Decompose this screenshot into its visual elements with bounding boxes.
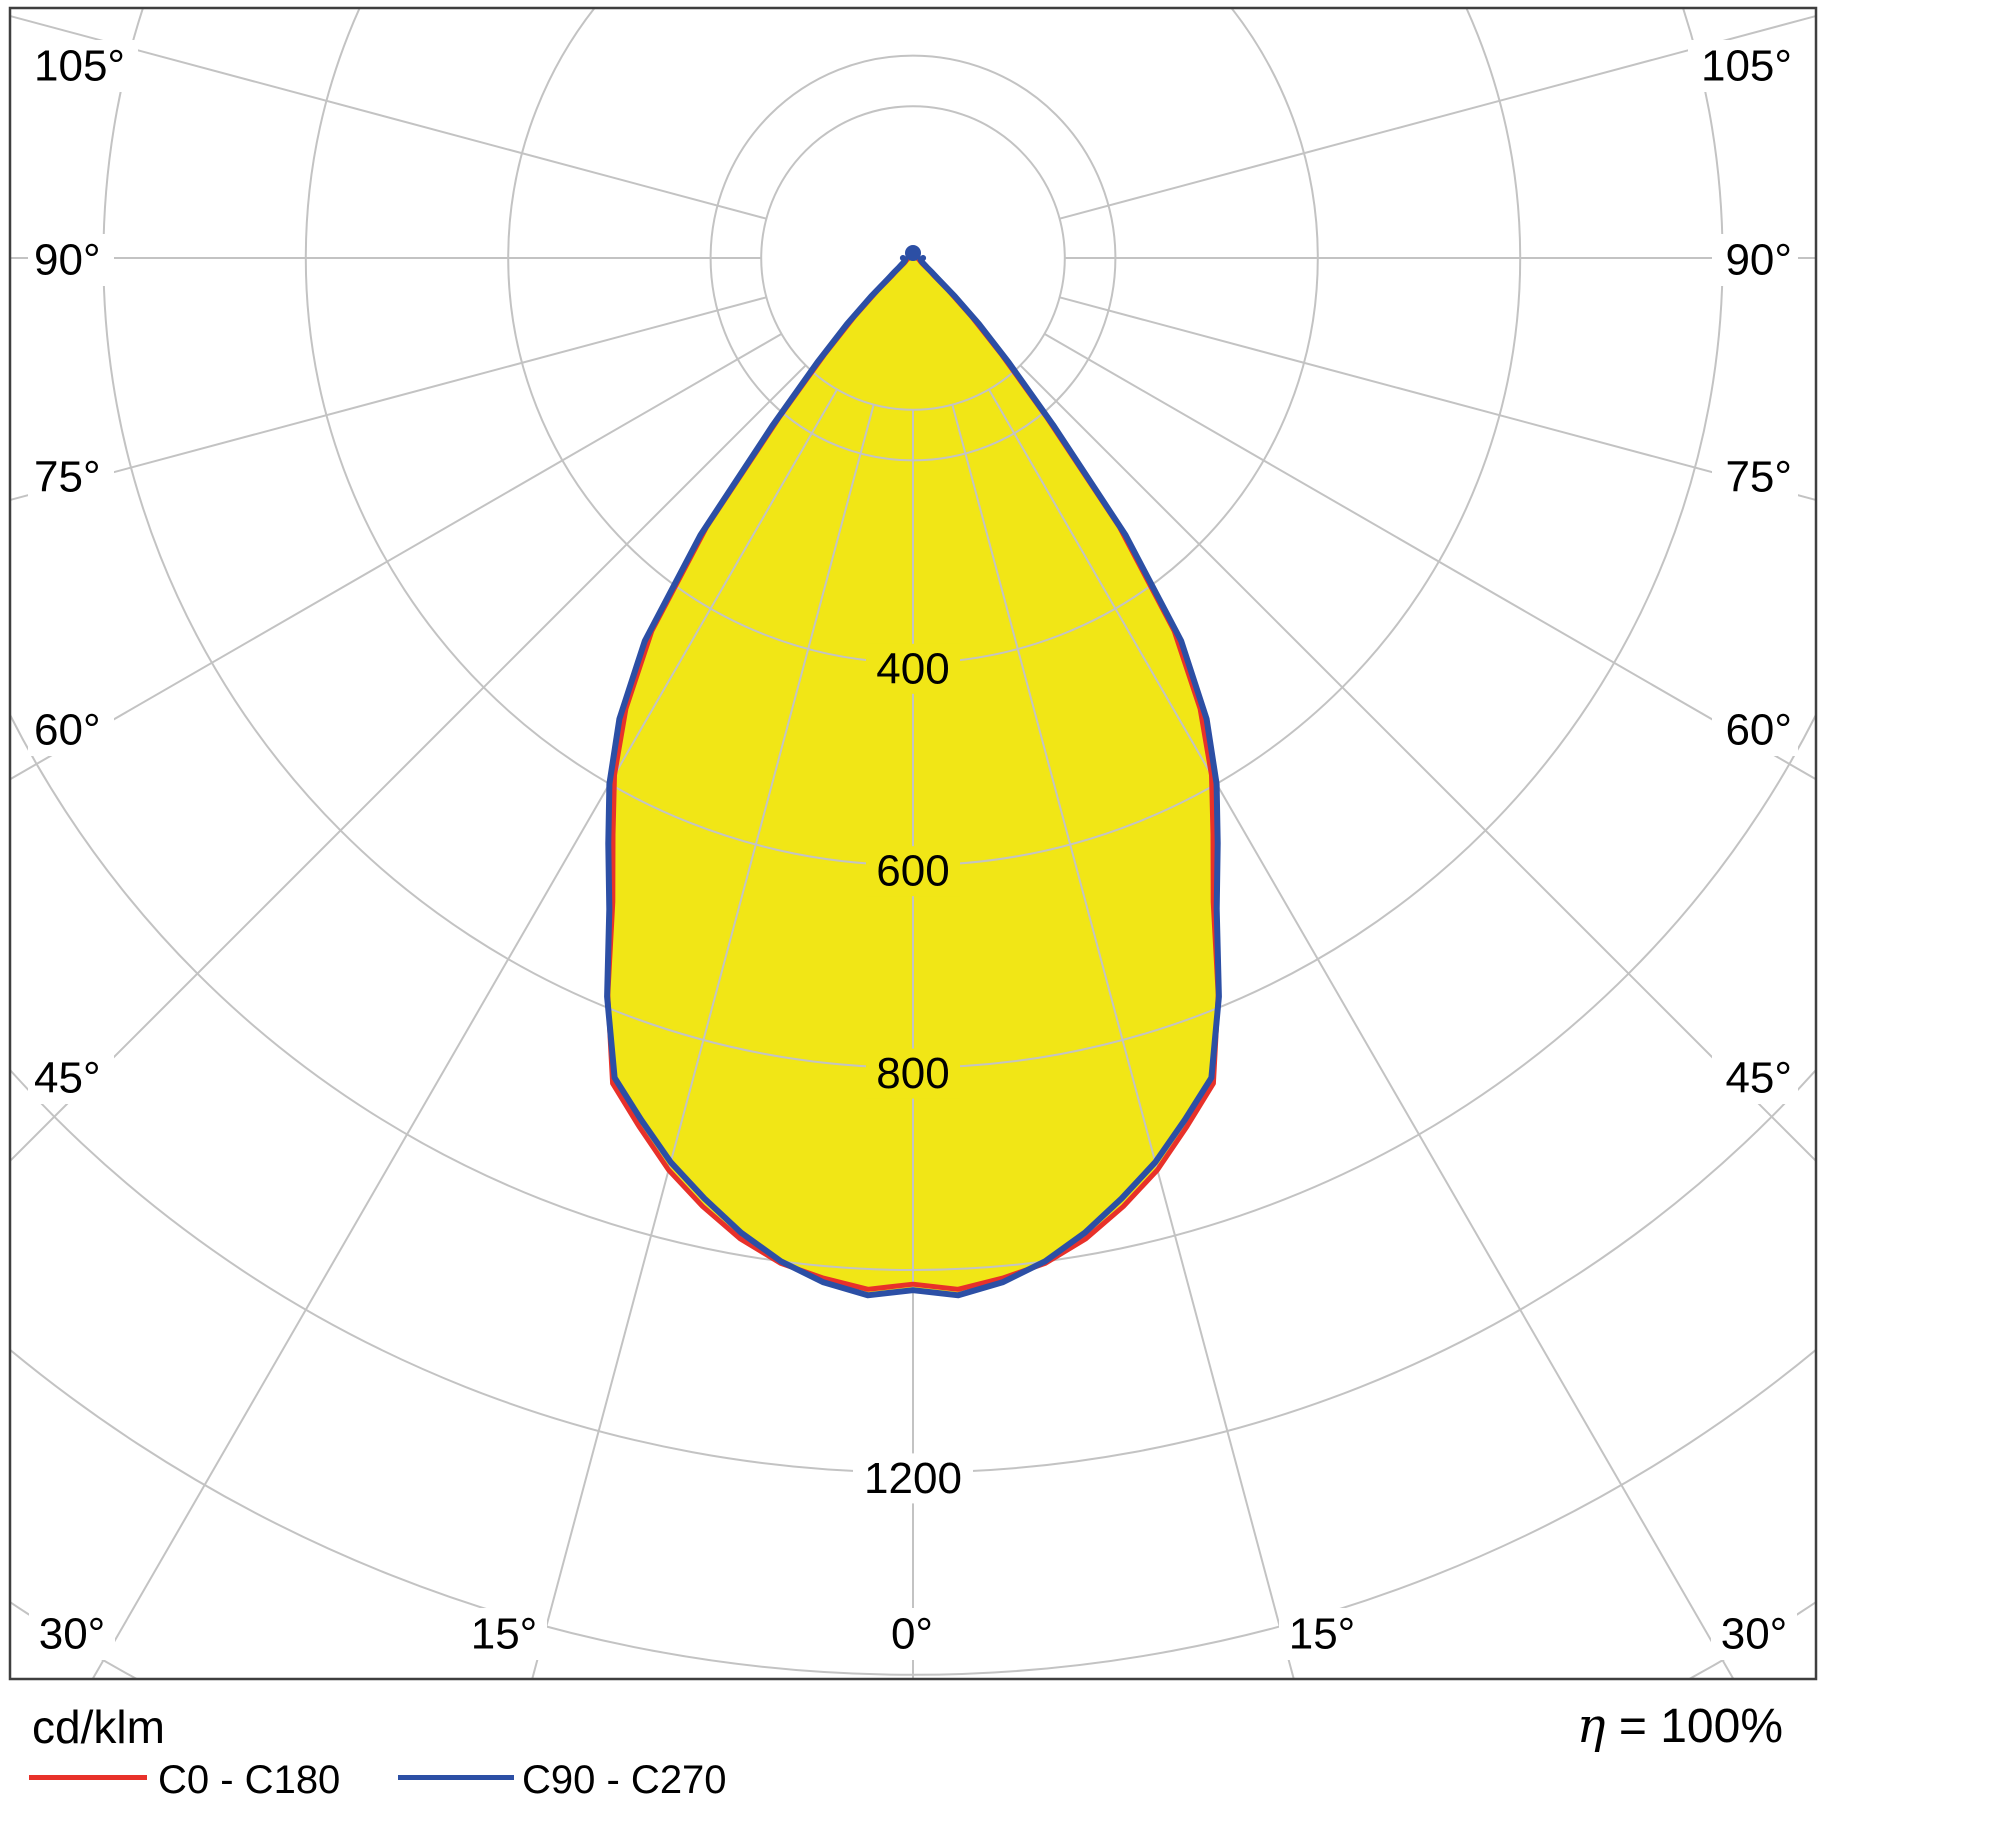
angle-label-right-1: 90° (1725, 236, 1792, 285)
units-label: cd/klm (32, 1701, 165, 1753)
angle-label-left-3-bg (28, 704, 114, 756)
angle-label-bottom-1-bg (461, 1608, 547, 1660)
eta-symbol: η (1576, 1698, 1606, 1754)
grid-spoke-15deg (951, 404, 1295, 1679)
angle-label-right-3-bg (1712, 704, 1798, 756)
legend-swatch-c90-c270 (398, 1775, 514, 1780)
grid-spoke-60deg (1044, 333, 1816, 781)
angle-label-left-1-bg (28, 234, 114, 286)
grid-spoke-30deg (988, 389, 1735, 1679)
plot-border (8, 6, 1818, 1681)
angle-label-right-4-bg (1712, 1052, 1798, 1104)
angle-label-right-3: 60° (1725, 706, 1792, 755)
angle-label-bottom-4: 30° (1721, 1610, 1788, 1659)
ring-label-400: 400 (876, 644, 949, 693)
angle-label-right-0-bg (1688, 40, 1798, 92)
grid-spoke-105deg (1059, 14, 1816, 220)
grid-spoke--75deg (10, 296, 767, 502)
angle-label-bottom-2-bg (881, 1608, 943, 1660)
ring-label-1200: 1200 (864, 1454, 962, 1503)
grid-spoke-75deg (1059, 296, 1816, 502)
angle-label-bottom-2: 0° (891, 1610, 933, 1659)
angle-label-bottom-0-bg (29, 1608, 115, 1660)
eta-value: = 100% (1618, 1700, 1783, 1753)
efficiency-label: η = 100% (1577, 1702, 1783, 1751)
angle-label-right-4: 45° (1725, 1054, 1792, 1103)
angle-label-left-1: 90° (34, 236, 101, 285)
grid-spoke--30deg (91, 389, 838, 1679)
ring-label-800: 800 (876, 1049, 949, 1098)
ring-label-600: 600 (876, 847, 949, 896)
angle-label-bottom-1: 15° (471, 1610, 538, 1659)
angle-label-left-3: 60° (34, 706, 101, 755)
angle-label-right-2: 75° (1725, 453, 1792, 502)
ring-label-bg-1200 (853, 1453, 973, 1504)
angle-label-bottom-3: 15° (1289, 1610, 1356, 1659)
grid-spoke--60deg (10, 333, 782, 781)
ring-label-bg-400 (866, 643, 960, 694)
angle-label-left-4-bg (28, 1052, 114, 1104)
angle-label-bottom-4-bg (1711, 1608, 1797, 1660)
legend-label-c90-c270: C90 - C270 (522, 1758, 727, 1802)
angle-label-bottom-0: 30° (39, 1610, 106, 1659)
angle-label-right-1-bg (1712, 234, 1798, 286)
grid-spoke--15deg (531, 404, 875, 1679)
angle-label-right-2-bg (1712, 451, 1798, 503)
ring-label-bg-800 (866, 1048, 960, 1099)
ring-label-bg-600 (866, 846, 960, 897)
angle-label-bottom-3-bg (1279, 1608, 1365, 1660)
angle-label-left-0-bg (28, 40, 138, 92)
grid-spoke--105deg (10, 14, 767, 220)
angle-label-left-2: 75° (34, 453, 101, 502)
angle-label-left-0: 105° (34, 42, 125, 91)
legend-label-c0-c180: C0 - C180 (158, 1758, 341, 1802)
curve-origin-dot (905, 245, 921, 261)
legend-swatch-c0-c180 (29, 1775, 147, 1780)
curve-c90-c270 (604, 255, 1222, 1299)
angle-label-right-0: 105° (1701, 42, 1792, 91)
angle-label-left-2-bg (28, 451, 114, 503)
angle-label-left-4: 45° (34, 1054, 101, 1103)
